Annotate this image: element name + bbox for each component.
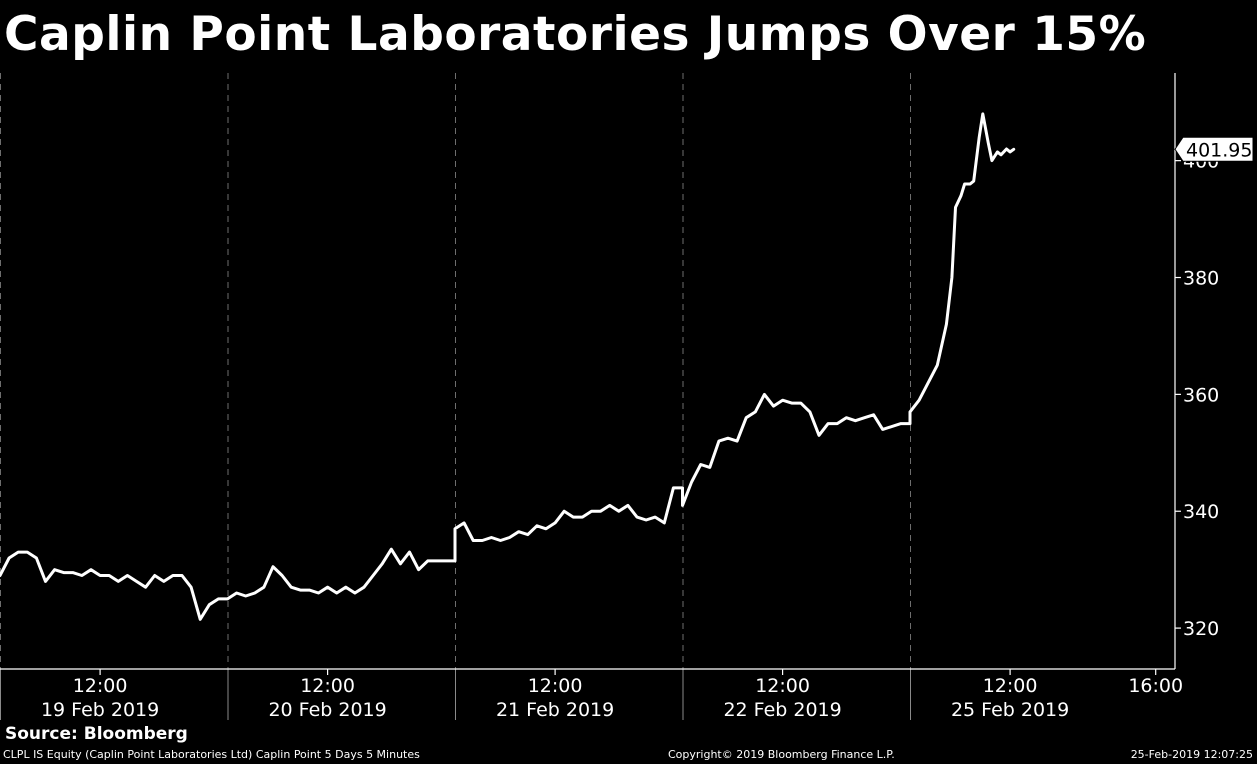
chart-title: Caplin Point Laboratories Jumps Over 15% — [4, 7, 1147, 62]
footer-right: 25-Feb-2019 12:07:25 — [1130, 748, 1253, 761]
y-tick-label: 380 — [1183, 268, 1219, 290]
x-date-label: 20 Feb 2019 — [268, 699, 386, 721]
x-date-label: 19 Feb 2019 — [41, 699, 159, 721]
last-value-badge — [1174, 136, 1254, 162]
x-tick-label: 12:00 — [73, 675, 128, 697]
x-tick-label: 12:00 — [983, 675, 1038, 697]
y-tick-label: 340 — [1183, 501, 1219, 523]
price-line — [0, 112, 1016, 621]
x-date-label: 22 Feb 2019 — [723, 699, 841, 721]
y-tick-label: 360 — [1183, 384, 1219, 406]
x-date-label: 21 Feb 2019 — [496, 699, 614, 721]
last-value-text: 401.95 — [1186, 139, 1252, 161]
footer-left: CLPL IS Equity (Caplin Point Laboratorie… — [3, 748, 420, 761]
gridlines — [0, 73, 911, 720]
y-tick-label: 320 — [1183, 618, 1219, 640]
source-label: Source: Bloomberg — [5, 724, 188, 744]
y-ticks: 320340360380400 — [1175, 151, 1219, 640]
axes — [0, 73, 1176, 670]
series-layer — [0, 112, 1016, 621]
x-tick-label: 16:00 — [1128, 675, 1183, 697]
x-tick-label: 12:00 — [300, 675, 355, 697]
footer-center: Copyright© 2019 Bloomberg Finance L.P. — [668, 748, 895, 761]
x-date-label: 25 Feb 2019 — [951, 699, 1069, 721]
x-tick-label: 12:00 — [755, 675, 810, 697]
x-tick-label: 12:00 — [528, 675, 583, 697]
last-value-label: 401.95 — [1174, 136, 1254, 162]
